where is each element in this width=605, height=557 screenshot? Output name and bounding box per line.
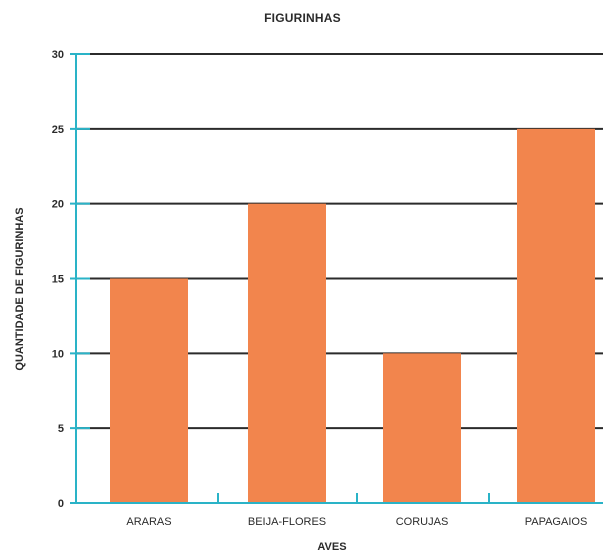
- bar-papagaios: [517, 128, 595, 504]
- y-tick-label-15: 15: [52, 274, 64, 286]
- y-tick-label-20: 20: [52, 199, 64, 211]
- x-axis-title: AVES: [317, 541, 347, 553]
- x-tick-label-beija-flores: BEIJA-FLORES: [248, 516, 326, 528]
- bar-beija-flores: [248, 203, 326, 503]
- x-tick-label-corujas: CORUJAS: [396, 516, 449, 528]
- bar-araras: [110, 278, 188, 503]
- x-tick-label-papagaios: PAPAGAIOS: [525, 516, 588, 528]
- y-tick-label-25: 25: [52, 124, 64, 136]
- chart-title: FIGURINHAS: [264, 11, 341, 25]
- bar-corujas: [383, 353, 461, 503]
- y-tick-label-0: 0: [58, 498, 64, 510]
- y-tick-label-5: 5: [58, 423, 64, 435]
- y-tick-label-10: 10: [52, 348, 64, 360]
- x-tick-label-araras: ARARAS: [126, 516, 171, 528]
- y-tick-label-30: 30: [52, 49, 64, 61]
